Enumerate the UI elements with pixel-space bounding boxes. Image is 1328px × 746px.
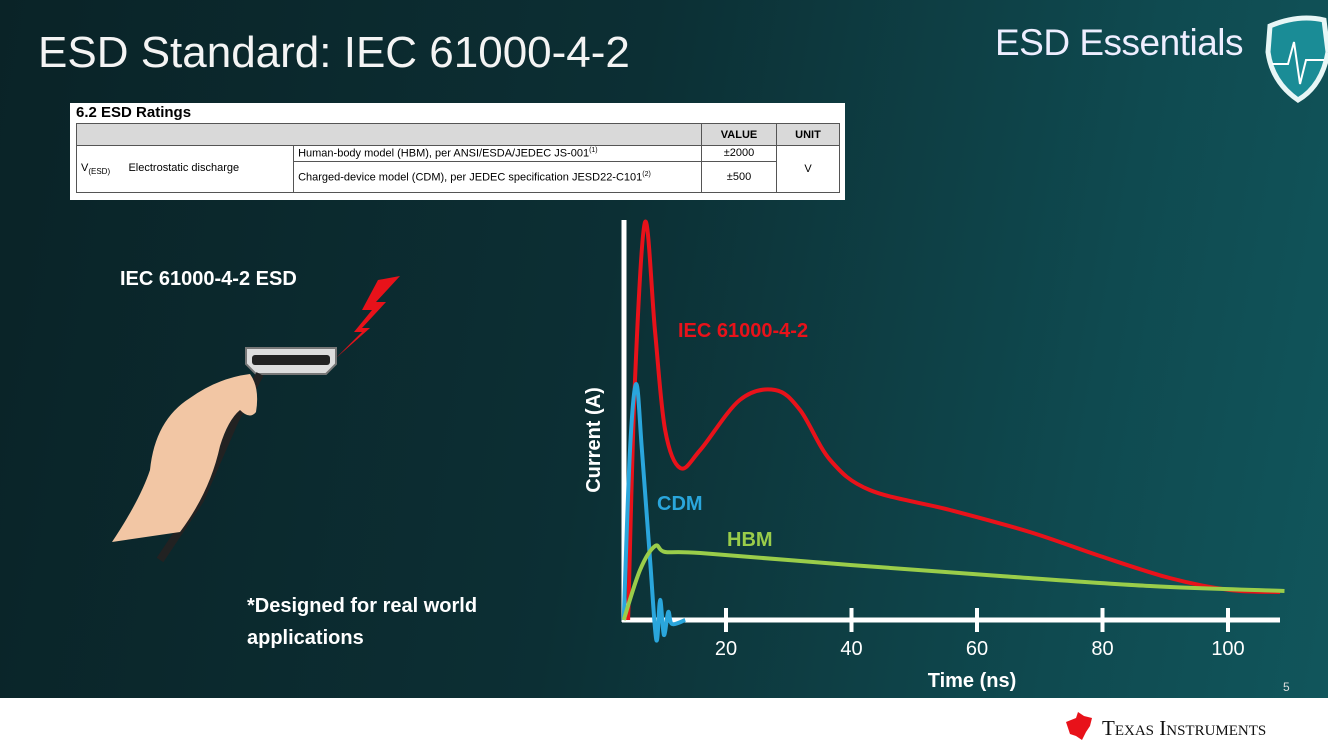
series-label-hbm: HBM: [727, 529, 773, 551]
symbol-cell: V(ESD) Electrostatic discharge: [75, 145, 295, 193]
y-axis-label: Current (A): [583, 387, 605, 493]
series-line-iec-61000-4-2: [626, 219, 1281, 621]
table-header-row: VALUE UNIT: [76, 123, 840, 146]
header-blank: [76, 123, 702, 146]
series-label-iec: IEC 61000-4-2: [678, 320, 808, 342]
hand: [112, 374, 258, 542]
x-axis-label: Time (ns): [928, 670, 1017, 692]
hand-hdmi-illustration: [112, 276, 400, 563]
x-tick-label: 100: [1211, 638, 1244, 660]
shield-heartbeat-icon: [1265, 15, 1328, 103]
series-line-cdm: [621, 382, 686, 643]
value-cdm: ±500: [701, 160, 777, 193]
series-line-hbm: [621, 543, 1285, 621]
x-tick-label: 20: [715, 638, 737, 660]
table-row: V(ESD) Electrostatic discharge Human-bod…: [75, 145, 840, 193]
footnote: (1): [589, 147, 598, 154]
header-value: VALUE: [701, 123, 777, 146]
table-title: 6.2 ESD Ratings: [76, 104, 192, 121]
symbol-subscript: (ESD): [88, 166, 111, 176]
symbol: V: [81, 161, 89, 174]
footnote: (2): [642, 171, 651, 179]
esd-ratings-table: 6.2 ESD Ratings VALUE UNIT V(ESD) Electr…: [70, 103, 845, 200]
header-unit: UNIT: [776, 123, 840, 146]
table-row: Charged-device model (CDM), per JEDEC sp…: [77, 160, 840, 193]
footer-bar: [0, 698, 1328, 746]
ti-logo-icon: [1066, 712, 1092, 740]
parameter: Electrostatic discharge: [128, 161, 240, 174]
x-tick-label: 60: [966, 638, 988, 660]
slide-title: ESD Standard: IEC 61000-4-2: [38, 28, 630, 77]
page-number: 5: [1283, 680, 1290, 694]
series-label-cdm: CDM: [657, 493, 703, 515]
condition-cdm: Charged-device model (CDM), per JEDEC sp…: [293, 160, 702, 193]
condition-text: Human-body model (HBM), per ANSI/ESDA/JE…: [298, 147, 590, 160]
footnote-note: *Designed for real world applications: [247, 595, 478, 649]
ti-logo-text: Texas Instruments: [1102, 716, 1267, 740]
unit-cell: V: [776, 145, 840, 193]
x-tick-label: 80: [1091, 638, 1113, 660]
lightning-bolt-icon: [336, 276, 400, 358]
brand-title: ESD Essentials: [995, 22, 1244, 63]
condition-text: Charged-device model (CDM), per JEDEC sp…: [298, 171, 643, 184]
iec-esd-label: IEC 61000-4-2 ESD: [120, 268, 297, 290]
x-tick-label: 40: [840, 638, 862, 660]
value-hbm: ±2000: [701, 145, 777, 162]
